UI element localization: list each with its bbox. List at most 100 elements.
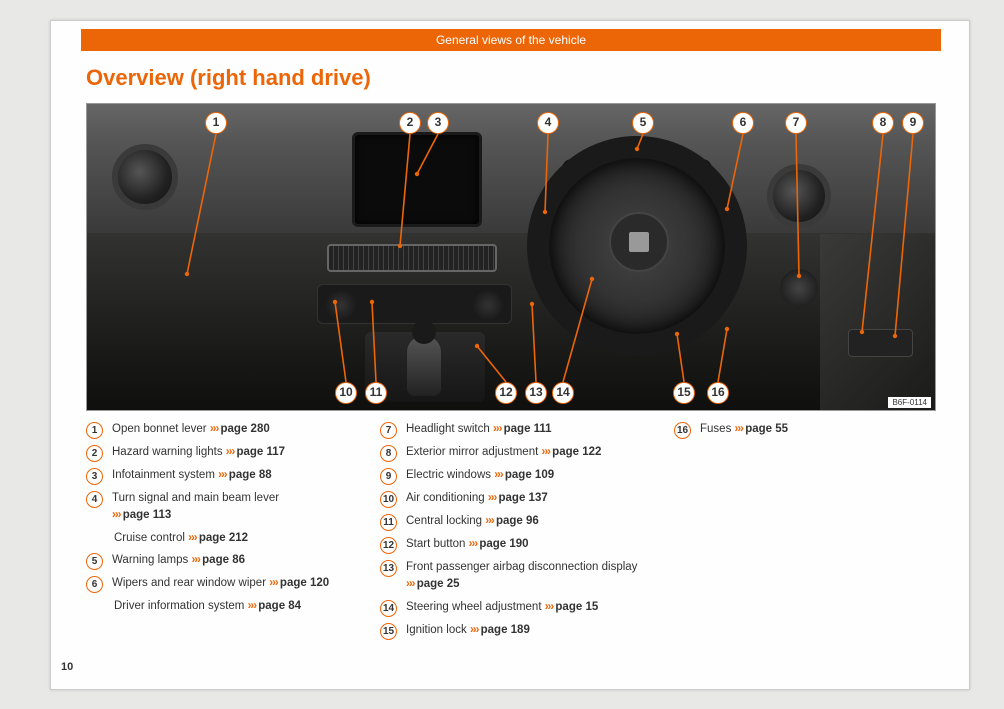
page-ref: page 96 [496, 515, 539, 527]
legend-columns: 1Open bonnet lever ››› page 280 2Hazard w… [86, 421, 946, 645]
legend-num: 6 [86, 576, 103, 593]
page-ref: page 111 [504, 423, 552, 435]
callout-7: 7 [785, 112, 807, 134]
legend-num: 15 [380, 623, 397, 640]
legend-num: 11 [380, 514, 397, 531]
page-ref-arrows: ››› [494, 469, 505, 481]
legend-item-11: 11 Central locking ››› page 96 [380, 513, 652, 531]
legend-col-3: 16Fuses ››› page 55 [674, 421, 946, 645]
legend-text: Fuses [700, 423, 735, 435]
legend-item-13: 13Front passenger airbag disconnection d… [380, 559, 652, 594]
hvac-panel [317, 284, 512, 324]
manual-page: General views of the vehicle Overview (r… [50, 20, 970, 690]
callout-11: 11 [365, 382, 387, 404]
legend-item-7: 7Headlight switch ››› page 111 [380, 421, 652, 439]
callout-9: 9 [902, 112, 924, 134]
infotainment-screen [352, 132, 482, 227]
page-ref: page 117 [236, 446, 285, 458]
headlight-switch [780, 269, 818, 307]
legend-item-14: 14Steering wheel adjustment ››› page 15 [380, 599, 652, 617]
legend-col-2: 7Headlight switch ››› page 111 8 Exterior … [380, 421, 652, 645]
legend-text: Turn signal and main beam lever [112, 492, 279, 504]
legend-text: Central locking [406, 515, 485, 527]
callout-16: 16 [707, 382, 729, 404]
air-vent-left [112, 144, 178, 210]
legend-item-10: 10 Air conditioning ››› page 137 [380, 490, 652, 508]
legend-item-5: 5 Warning lamps ››› page 86 [86, 552, 358, 570]
page-ref: page 120 [280, 577, 329, 589]
legend-item-6: 6 Wipers and rear window wiper ››› page 1… [86, 575, 358, 593]
legend-text: Warning lamps [112, 554, 191, 566]
legend-item-12: 12Start button ››› page 190 [380, 536, 652, 554]
brand-logo [629, 232, 649, 252]
callout-4: 4 [537, 112, 559, 134]
callout-13: 13 [525, 382, 547, 404]
air-vent-right [767, 164, 831, 228]
callout-10: 10 [335, 382, 357, 404]
legend-text: Wipers and rear window wiper [112, 577, 269, 589]
section-header: General views of the vehicle [81, 29, 941, 51]
page-ref-arrows: ››› [406, 578, 417, 590]
legend-item-2: 2Hazard warning lights ››› page 117 [86, 444, 358, 462]
page-ref-arrows: ››› [269, 577, 280, 589]
legend-item-9: 9 Electric windows ››› page 109 [380, 467, 652, 485]
callout-5: 5 [632, 112, 654, 134]
callout-8: 8 [872, 112, 894, 134]
callout-15: 15 [673, 382, 695, 404]
legend-num: 8 [380, 445, 397, 462]
page-ref-arrows: ››› [541, 446, 552, 458]
callout-6: 6 [732, 112, 754, 134]
callout-3: 3 [427, 112, 449, 134]
callout-12: 12 [495, 382, 517, 404]
legend-text: Open bonnet lever [112, 423, 210, 435]
page-ref-arrows: ››› [210, 423, 221, 435]
page-ref: page 137 [499, 492, 548, 504]
page-ref-arrows: ››› [488, 492, 499, 504]
legend-subitem: Driver information system ››› page 84 [86, 598, 358, 615]
legend-text: Infotainment system [112, 469, 218, 481]
legend-item-8: 8 Exterior mirror adjustment ››› page 122 [380, 444, 652, 462]
dashboard-figure: 12345678910111213141516 B6F-0114 [86, 103, 936, 411]
legend-item-1: 1Open bonnet lever ››› page 280 [86, 421, 358, 439]
legend-text: Steering wheel adjustment [406, 601, 545, 613]
legend-col-1: 1Open bonnet lever ››› page 280 2Hazard w… [86, 421, 358, 645]
legend-num: 13 [380, 560, 397, 577]
page-ref: page 88 [229, 469, 272, 481]
page-ref-arrows: ››› [112, 509, 123, 521]
figure-code: B6F-0114 [888, 397, 931, 408]
callout-1: 1 [205, 112, 227, 134]
legend-text: Air conditioning [406, 492, 488, 504]
page-ref: page 190 [479, 538, 528, 550]
page-ref-arrows: ››› [493, 423, 504, 435]
page-ref: page 122 [552, 446, 601, 458]
legend-subitem: Cruise control ››› page 212 [86, 530, 358, 547]
page-ref-arrows: ››› [545, 601, 556, 613]
page-ref: page 113 [123, 509, 172, 521]
window-switches [848, 329, 913, 357]
legend-num: 16 [674, 422, 691, 439]
legend-num: 3 [86, 468, 103, 485]
legend-text: Electric windows [406, 469, 494, 481]
page-ref-arrows: ››› [218, 469, 229, 481]
legend-item-15: 15Ignition lock ››› page 189 [380, 622, 652, 640]
legend-item-3: 3 Infotainment system ››› page 88 [86, 467, 358, 485]
center-vents [327, 244, 497, 272]
page-ref: page 280 [221, 423, 270, 435]
page-ref-arrows: ››› [735, 423, 746, 435]
page-title: Overview (right hand drive) [86, 65, 371, 91]
legend-text: Headlight switch [406, 423, 493, 435]
legend-text: Start button [406, 538, 469, 550]
legend-num: 10 [380, 491, 397, 508]
page-ref-arrows: ››› [191, 554, 202, 566]
page-ref: page 25 [417, 578, 460, 590]
page-ref-arrows: ››› [226, 446, 237, 458]
legend-num: 9 [380, 468, 397, 485]
legend-text: Hazard warning lights [112, 446, 226, 458]
legend-num: 5 [86, 553, 103, 570]
page-ref: page 86 [202, 554, 245, 566]
legend-text: Exterior mirror adjustment [406, 446, 541, 458]
page-ref: page 109 [505, 469, 554, 481]
page-ref-arrows: ››› [470, 624, 481, 636]
page-ref-arrows: ››› [485, 515, 496, 527]
legend-item-4: 4Turn signal and main beam lever ››› pag… [86, 490, 358, 525]
